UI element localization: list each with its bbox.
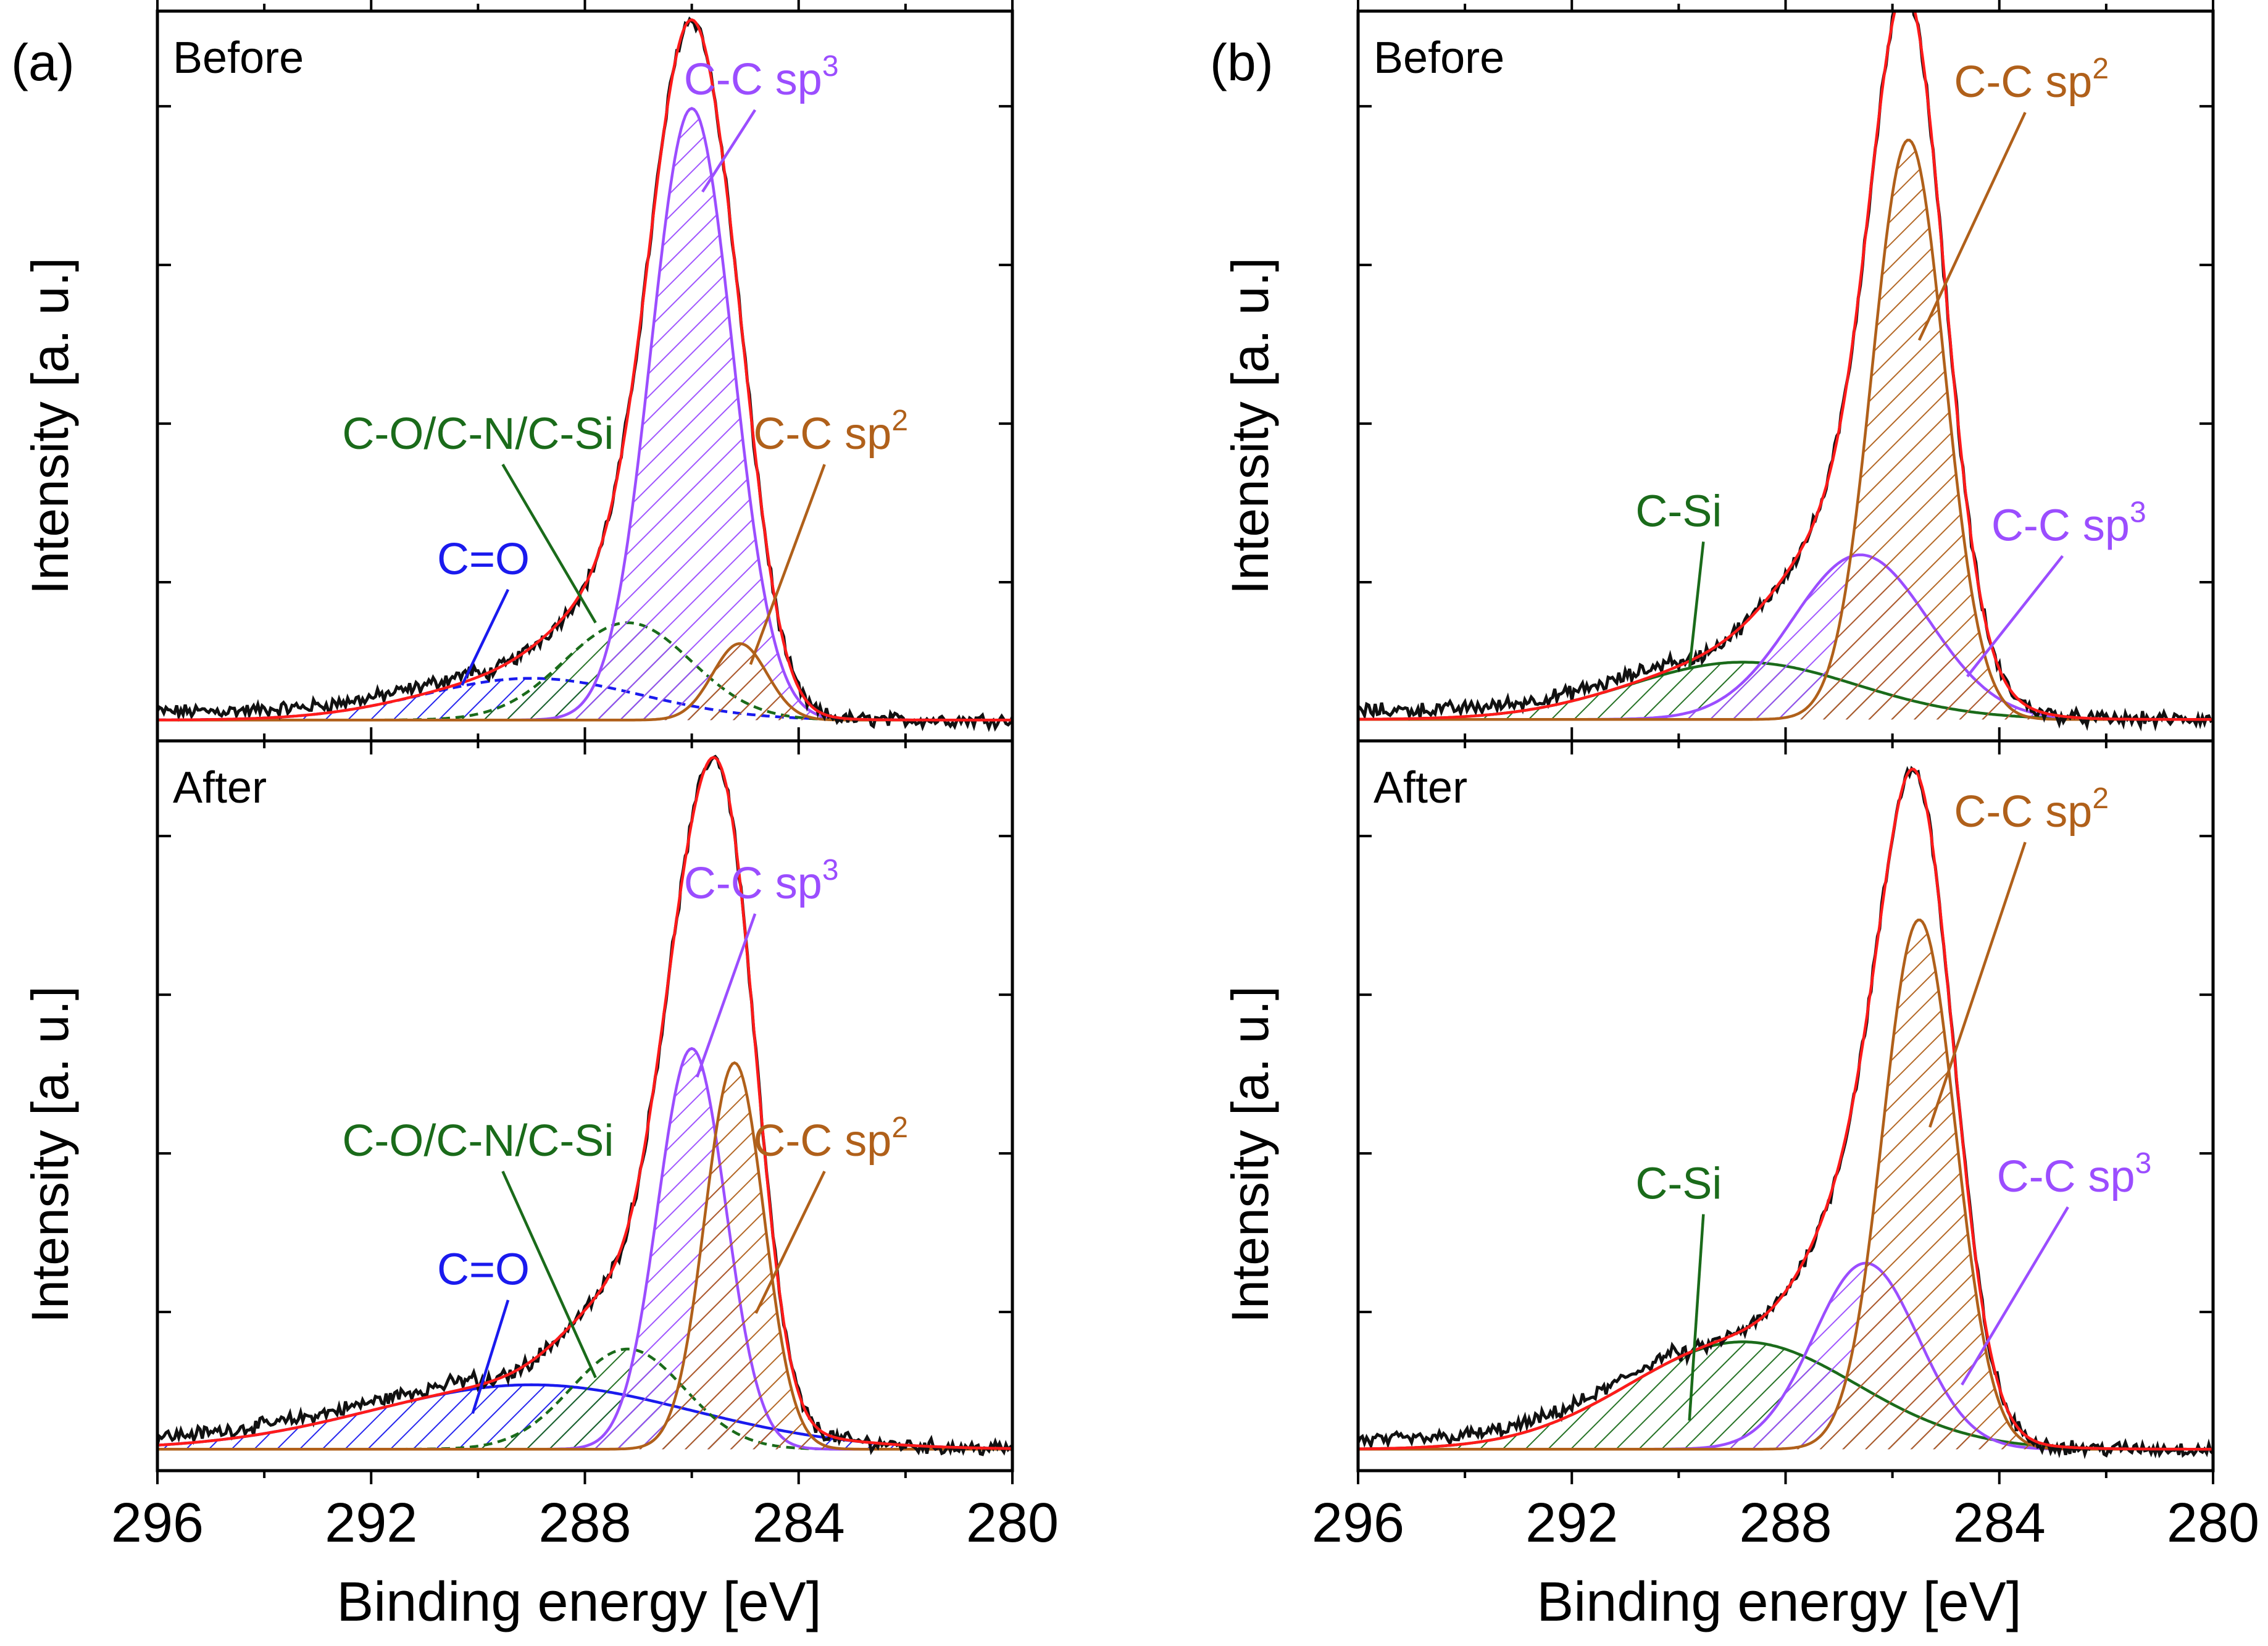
annotation-text: C-C sp: [1997, 1152, 2135, 1201]
annotation-leader: [1966, 555, 2064, 678]
annotation-c-o: C=O: [437, 535, 530, 584]
annotation-text: C-C sp: [1954, 787, 2092, 837]
annotation-c-o-c-n-c-si: C-O/C-N/C-Si: [342, 1116, 614, 1166]
plot-area-a-after: [157, 754, 1012, 1456]
plot-area-b-before: [1358, 11, 2213, 732]
x-tick-label: 280: [2167, 1492, 2259, 1554]
annotation-c-o: C=O: [437, 1245, 530, 1295]
annotation-c-si: C-Si: [1635, 1159, 1722, 1209]
ylabel-b-after: Intensity [a. u.]: [1221, 986, 1279, 1323]
annotation-leader: [696, 913, 757, 1078]
panel-label-b: (b): [1210, 33, 1274, 91]
annotation-superscript: 2: [891, 1111, 908, 1144]
fit-envelope: [1358, 767, 2213, 1451]
peak-fill-c-o-c-n-c-si: [157, 1349, 1012, 1450]
annotation-leader: [1961, 1206, 2069, 1386]
axes-frame: [156, 739, 1014, 1473]
subplot-title: After: [173, 763, 267, 813]
subplot-title: Before: [173, 33, 304, 83]
annotation-c-c-sp-2: C-C sp2: [1954, 782, 2109, 837]
x-tick-label: 296: [111, 1492, 204, 1554]
measured-spectrum: [157, 754, 1012, 1456]
xlabel-b: Binding energy [eV]: [1536, 1571, 2022, 1633]
annotation-c-c-sp-2: C-C sp2: [753, 1111, 908, 1166]
annotation-text: C-C sp: [684, 55, 822, 104]
annotation-text: C-C sp: [1954, 57, 2092, 107]
annotation-superscript: 3: [822, 50, 839, 83]
peak-fill-c-c-sp3: [1358, 554, 2213, 720]
annotation-c-c-sp-3: C-C sp3: [1997, 1147, 2152, 1201]
ylabel-a-before: Intensity [a. u.]: [21, 257, 79, 595]
fit-envelope: [157, 756, 1012, 1450]
annotation-leader: [461, 588, 510, 686]
annotation-text: C-Si: [1635, 1159, 1722, 1209]
annotation-text: C=O: [437, 1245, 530, 1295]
annotation-leader: [1688, 541, 1705, 670]
subplot-title: After: [1374, 763, 1467, 813]
annotation-superscript: 3: [2135, 1147, 2152, 1180]
annotation-leader: [471, 1300, 510, 1414]
peak-fill-c-o-c-n-c-si: [157, 622, 1012, 721]
fit-envelope: [157, 18, 1012, 722]
annotation-text: C-Si: [1635, 487, 1722, 536]
annotation-text: C-O/C-N/C-Si: [342, 409, 614, 459]
annotation-text: C-C sp: [684, 859, 822, 908]
annotation-superscript: 3: [2130, 496, 2146, 529]
peak-fill-c-c-sp3: [1358, 1263, 2213, 1450]
ylabel-a-after: Intensity [a. u.]: [21, 986, 79, 1323]
annotation-leader: [1688, 1214, 1705, 1421]
x-tick-label: 296: [1312, 1492, 1404, 1554]
annotation-c-si: C-Si: [1635, 487, 1722, 536]
annotation-superscript: 2: [891, 404, 908, 437]
ylabel-b-before: Intensity [a. u.]: [1221, 257, 1279, 595]
measured-spectrum: [1358, 766, 2213, 1460]
annotation-superscript: 3: [822, 854, 839, 887]
fit-envelope: [1358, 11, 2213, 721]
annotation-leader: [701, 109, 757, 193]
annotation-c-c-sp-3: C-C sp3: [1991, 496, 2146, 551]
annotation-text: C-C sp: [753, 1116, 891, 1166]
annotation-text: C-C sp: [1991, 501, 2130, 551]
annotation-c-c-sp-2: C-C sp2: [1954, 52, 2109, 107]
xlabel-a: Binding energy [eV]: [336, 1571, 822, 1633]
x-tick-label: 292: [325, 1492, 417, 1554]
annotation-leader: [754, 1171, 826, 1314]
annotation-superscript: 2: [2092, 782, 2109, 815]
annotation-c-c-sp-3: C-C sp3: [684, 854, 839, 908]
annotation-leader: [501, 464, 597, 624]
annotation-leader: [1917, 112, 2027, 341]
x-tick-label: 292: [1525, 1492, 1618, 1554]
plot-area-a-before: [157, 16, 1012, 732]
measured-spectrum: [157, 16, 1012, 732]
annotation-c-c-sp-3: C-C sp3: [684, 50, 839, 104]
x-tick-label: 288: [1739, 1492, 1832, 1554]
annotation-leader: [749, 464, 826, 665]
x-tick-label: 280: [966, 1492, 1059, 1554]
x-tick-label: 284: [1953, 1492, 2046, 1554]
subplot-title: Before: [1374, 33, 1504, 83]
annotation-superscript: 2: [2092, 52, 2109, 85]
plot-area-b-after: [1358, 766, 2213, 1460]
annotation-leader: [501, 1171, 597, 1379]
annotation-text: C-O/C-N/C-Si: [342, 1116, 614, 1166]
axes-frame: [156, 9, 1014, 743]
annotation-text: C-C sp: [753, 409, 891, 459]
annotation-c-c-sp-2: C-C sp2: [753, 404, 908, 459]
panel-label-a: (a): [11, 33, 75, 91]
annotation-text: C=O: [437, 535, 530, 584]
x-tick-label: 284: [753, 1492, 845, 1554]
x-tick-label: 288: [538, 1492, 631, 1554]
measured-spectrum: [1358, 11, 2213, 732]
annotation-leader: [1928, 842, 2027, 1128]
annotation-c-o-c-n-c-si: C-O/C-N/C-Si: [342, 409, 614, 459]
